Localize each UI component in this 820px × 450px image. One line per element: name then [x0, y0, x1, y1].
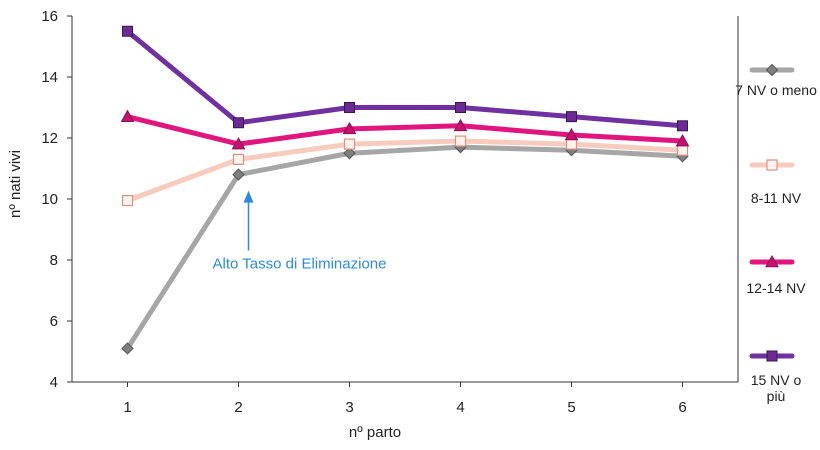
- y-tick-label: 10: [41, 191, 58, 208]
- y-tick-label: 16: [41, 8, 58, 25]
- annotation-label: Alto Tasso di Eliminazione: [213, 256, 387, 273]
- y-tick-label: 14: [41, 69, 58, 86]
- series-1: [121, 140, 689, 355]
- data-point: [122, 25, 133, 37]
- series-group: [120, 25, 690, 355]
- legend-swatch-marker: [765, 254, 779, 268]
- y-tick-label: 12: [41, 130, 58, 147]
- data-point: [566, 111, 577, 123]
- data-point: [453, 118, 468, 132]
- legend-label: 8-11 NV: [751, 190, 802, 206]
- data-point: [233, 117, 244, 129]
- legend-label: più: [767, 388, 786, 404]
- data-point: [232, 153, 245, 165]
- y-tick-label: 6: [50, 313, 58, 330]
- annotation-arrow-head: [243, 190, 254, 203]
- series-4: [122, 25, 688, 132]
- y-axis-title: nº nati vivi: [7, 150, 24, 218]
- data-point: [232, 168, 245, 181]
- data-point: [342, 121, 357, 135]
- x-tick-label: 5: [567, 399, 575, 416]
- data-point: [455, 102, 466, 113]
- series-3: [120, 109, 690, 150]
- data-point: [343, 138, 356, 150]
- x-tick-label: 4: [456, 399, 464, 416]
- data-point: [120, 109, 135, 122]
- data-point: [121, 194, 134, 207]
- data-point: [675, 134, 690, 147]
- x-tick-label: 3: [345, 399, 353, 416]
- data-point: [231, 137, 246, 150]
- data-point: [454, 135, 467, 147]
- legend-swatch-marker: [766, 159, 778, 171]
- series-line: [125, 114, 685, 147]
- legend-item-1: 7 NV o meno: [735, 63, 817, 98]
- legend-swatch-marker: [766, 350, 778, 362]
- data-point: [677, 120, 688, 132]
- x-axis-title: nº parto: [349, 424, 401, 441]
- data-point: [344, 102, 355, 113]
- legend-label: 15 NV o: [751, 372, 802, 388]
- legend-label: 12-14 NV: [746, 280, 806, 296]
- legend-item-3: 12-14 NV: [746, 254, 806, 296]
- x-tick-label: 6: [678, 399, 686, 416]
- data-point: [565, 138, 578, 150]
- series-line: [125, 28, 685, 129]
- x-tick-label: 1: [123, 399, 131, 416]
- series-line: [125, 144, 685, 351]
- data-point: [564, 127, 579, 141]
- data-point: [676, 144, 689, 156]
- annotation-group: Alto Tasso di Eliminazione: [213, 190, 387, 273]
- y-tick-label: 8: [50, 252, 58, 269]
- y-tick-label: 4: [50, 374, 58, 391]
- x-tick-label: 2: [234, 399, 242, 416]
- data-point: [343, 147, 356, 160]
- series-2: [121, 135, 689, 207]
- series-line: [125, 138, 685, 204]
- data-point: [121, 342, 134, 355]
- legend-item-2: 8-11 NV: [749, 159, 802, 206]
- legend-label: 7 NV o meno: [735, 82, 817, 98]
- legend-swatch-marker: [765, 63, 779, 77]
